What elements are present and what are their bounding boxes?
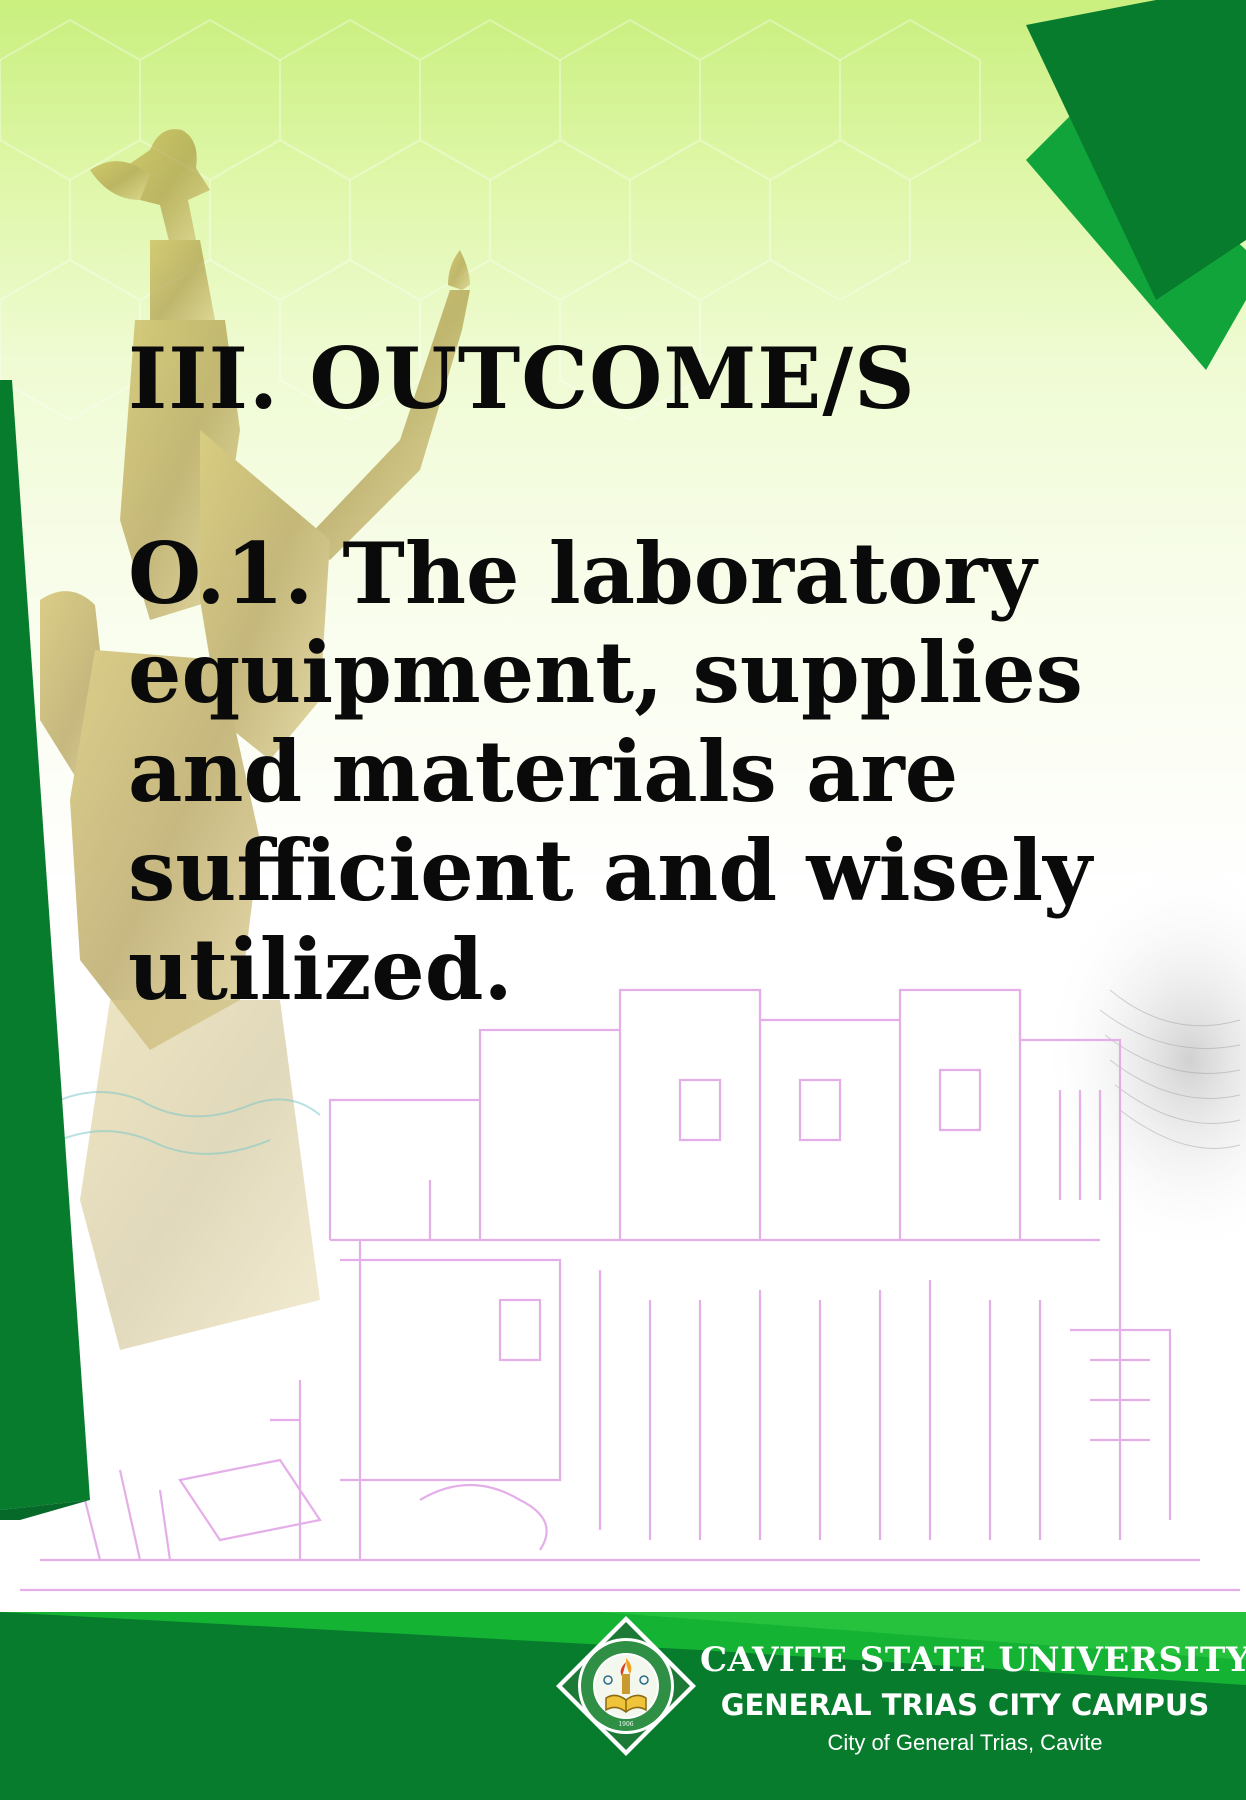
section-heading: III. OUTCOME/S	[128, 329, 916, 428]
university-seal-icon: 1906	[556, 1616, 696, 1756]
outcome-statement: O.1. The laboratory equipment, supplies …	[128, 524, 1092, 1019]
slide-content: III. OUTCOME/S O.1. The laboratory equip…	[128, 329, 1128, 1020]
campus-location: City of General Trias, Cavite	[827, 1730, 1103, 1755]
seal-year: 1906	[618, 1721, 633, 1728]
corner-green-shapes	[1026, 0, 1246, 370]
campus-name: GENERAL TRIAS CITY CAMPUS	[720, 1688, 1210, 1722]
university-name: CAVITE STATE UNIVERSITY	[700, 1640, 1246, 1680]
